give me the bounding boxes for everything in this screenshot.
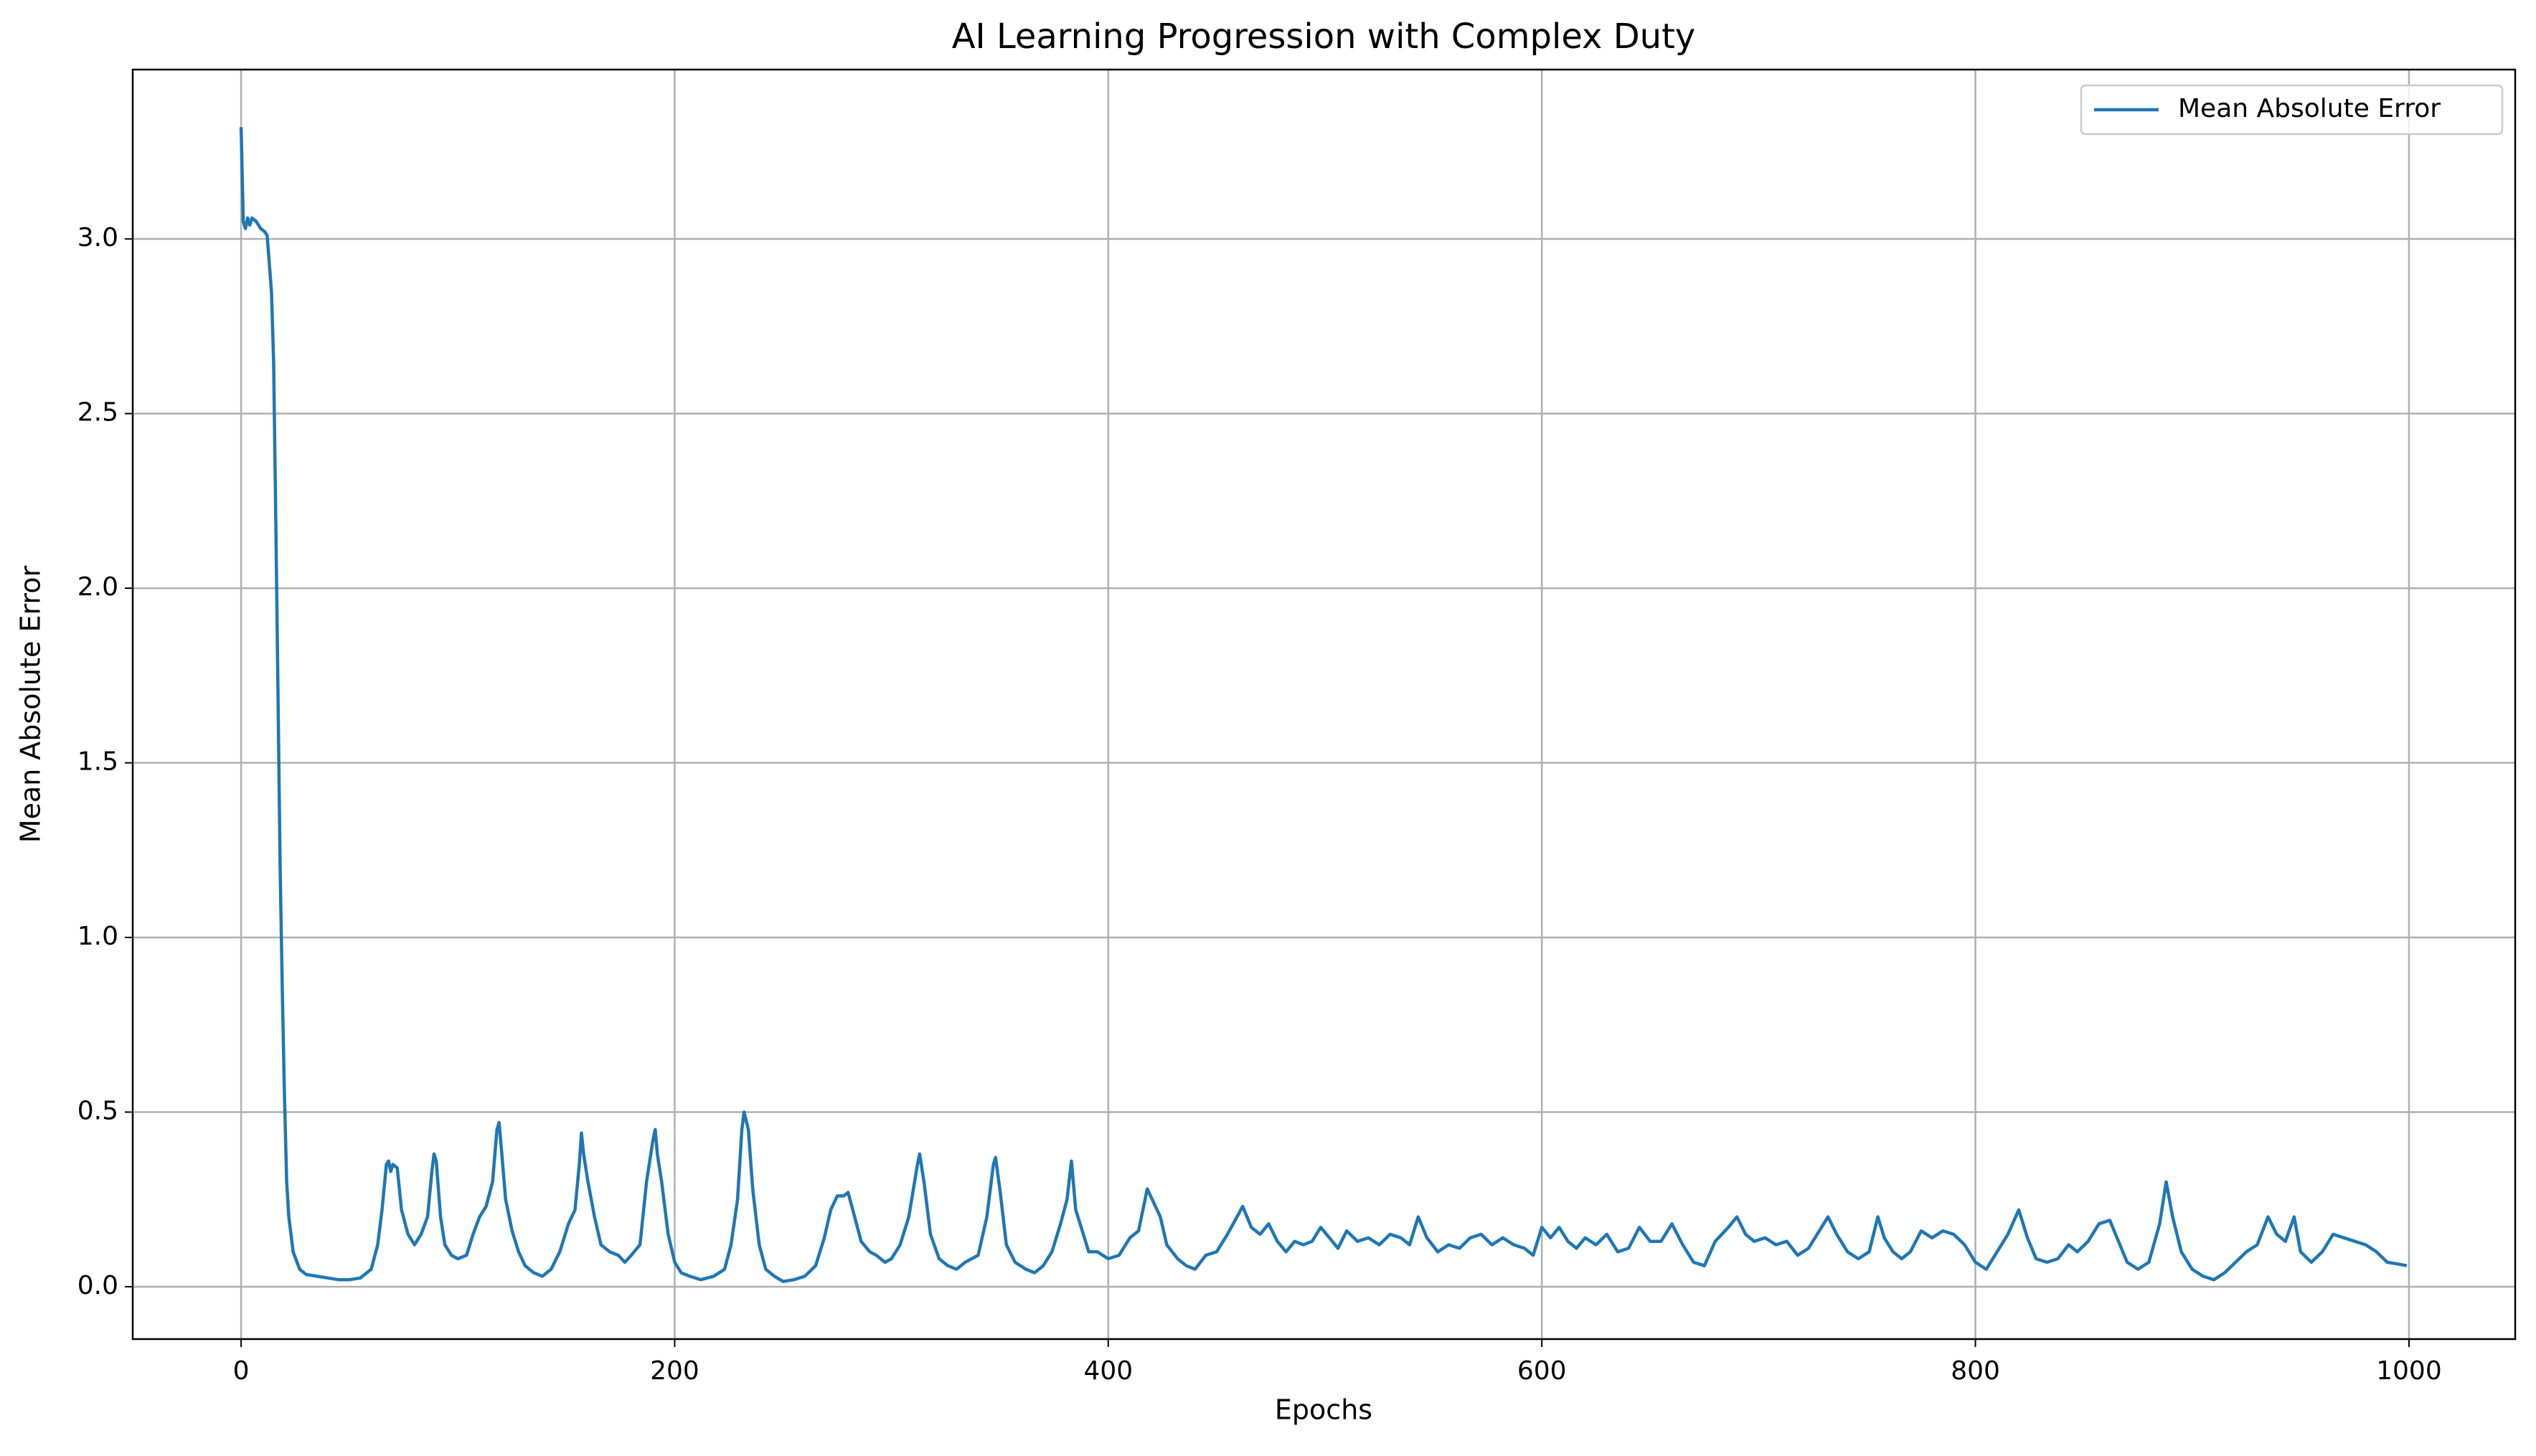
y-tick-label: 1.5 bbox=[77, 747, 118, 777]
y-tick-label: 2.5 bbox=[77, 398, 118, 427]
x-tick-label: 200 bbox=[650, 1356, 699, 1386]
plot-frame bbox=[131, 68, 2517, 1341]
y-tick-label: 0.5 bbox=[77, 1096, 118, 1125]
x-tick-label: 800 bbox=[1951, 1356, 2000, 1386]
x-tick-label: 600 bbox=[1517, 1356, 1567, 1386]
x-tick-label: 1000 bbox=[2376, 1356, 2442, 1386]
legend-label: Mean Absolute Error bbox=[2178, 94, 2441, 123]
chart-title: AI Learning Progression with Complex Dut… bbox=[952, 16, 1696, 57]
legend-box bbox=[2080, 84, 2504, 136]
y-tick-label: 1.0 bbox=[77, 922, 118, 951]
y-tick-label: 2.0 bbox=[77, 572, 118, 602]
x-tick-label: 400 bbox=[1083, 1356, 1133, 1386]
y-tick-label: 3.0 bbox=[77, 223, 118, 252]
data-line bbox=[239, 127, 2408, 1283]
y-axis-label: Mean Absolute Error bbox=[15, 565, 47, 843]
x-axis-label: Epochs bbox=[1275, 1394, 1372, 1426]
y-tick-label: 0.0 bbox=[77, 1271, 118, 1300]
x-tick-label: 0 bbox=[233, 1356, 250, 1386]
